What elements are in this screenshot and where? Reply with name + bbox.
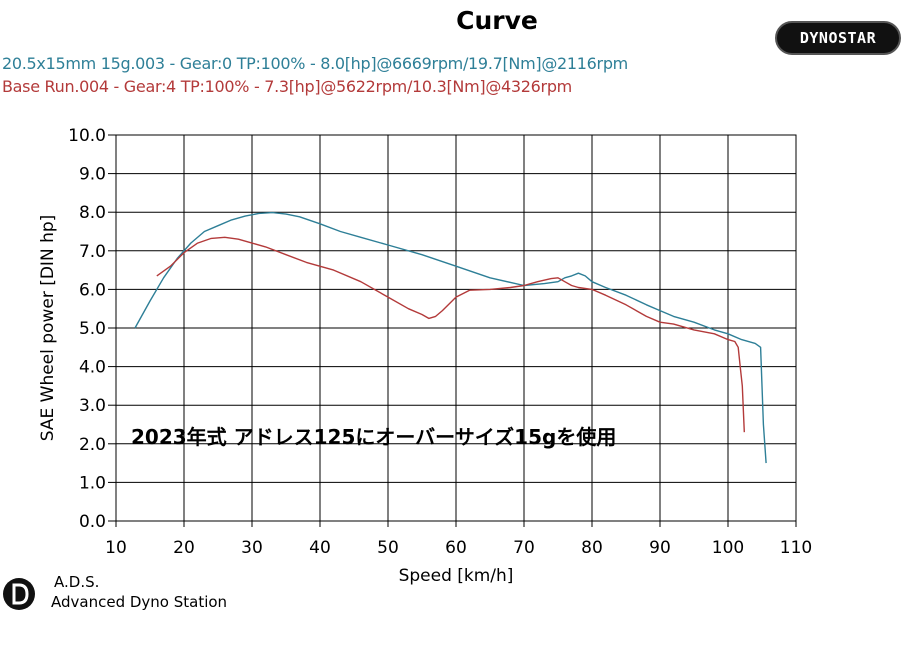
y-tick-label: 9.0: [79, 165, 106, 185]
x-axis-label: Speed [km/h]: [399, 566, 514, 586]
y-tick-label: 0.0: [79, 512, 106, 532]
dynostar-logo: DYNOSTAR: [775, 21, 901, 55]
y-tick-label: 5.0: [79, 319, 106, 339]
footer-company-subtitle: Advanced Dyno Station: [51, 593, 228, 611]
y-tick-label: 7.0: [79, 242, 106, 262]
x-tick-label: 30: [241, 538, 263, 558]
legend-entry-base-run-004: Base Run.004 - Gear:4 TP:100% - 7.3[hp]@…: [2, 77, 572, 96]
y-tick-label: 3.0: [79, 396, 106, 416]
x-tick-label: 50: [377, 538, 399, 558]
x-tick-label: 60: [445, 538, 467, 558]
x-tick-label: 20: [173, 538, 195, 558]
y-tick-label: 1.0: [79, 473, 106, 493]
ads-logo-icon: [3, 578, 35, 610]
y-axis-label: SAE Wheel power [DIN hp]: [38, 215, 58, 442]
y-tick-label: 4.0: [79, 358, 106, 378]
plot-frame: [115, 134, 797, 522]
y-tick-label: 10.0: [68, 126, 106, 146]
x-tick-label: 10: [105, 538, 127, 558]
legend-entry-run-003: 20.5x15mm 15g.003 - Gear:0 TP:100% - 8.0…: [2, 54, 628, 73]
chart-title: Curve: [456, 6, 538, 35]
y-tick-label: 2.0: [79, 435, 106, 455]
y-tick-label: 6.0: [79, 280, 106, 300]
chart-ticks: 10 20 30 40 50 60 70 80 90 100 110 0.0 1.0 2.0 3.0 4.0 5…: [68, 126, 812, 558]
chart-grid: [116, 135, 796, 521]
chart-annotation: 2023年式 アドレス125にオーバーサイズ15gを使用: [131, 425, 616, 449]
x-tick-label: 110: [780, 538, 812, 558]
series-line-base-run-004: [156, 236, 745, 433]
y-tick-label: 8.0: [79, 203, 106, 223]
x-tick-label: 80: [581, 538, 603, 558]
x-tick-label: 100: [712, 538, 744, 558]
x-tick-label: 40: [309, 538, 331, 558]
footer-company-name: A.D.S.: [54, 573, 100, 591]
x-tick-label: 90: [649, 538, 671, 558]
x-tick-label: 70: [513, 538, 535, 558]
chart-series: [134, 211, 767, 464]
